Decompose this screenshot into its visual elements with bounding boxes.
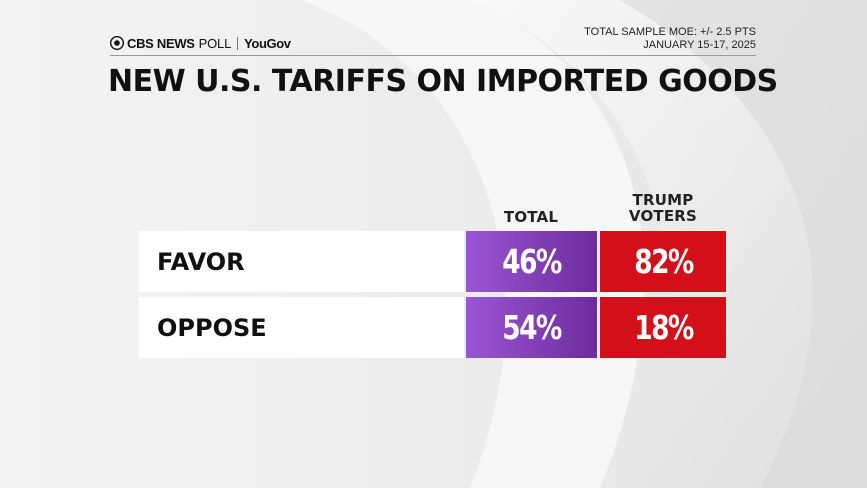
column-header-trump-voters: TRUMP VOTERS — [600, 192, 726, 224]
row-label-oppose: OPPOSE — [139, 297, 464, 358]
poll-meta: TOTAL SAMPLE MOE: +/- 2.5 PTS JANUARY 15… — [584, 26, 756, 52]
brand-yougov: YouGov — [244, 35, 291, 51]
brand-cbs-news: CBS NEWS — [127, 35, 195, 51]
cell-oppose-total: 54% — [466, 297, 597, 358]
brand-divider — [237, 36, 239, 50]
column-header-total: TOTAL — [466, 209, 596, 225]
value-favor-total: 46% — [502, 242, 562, 281]
column-header-total-line: TOTAL — [503, 208, 559, 226]
value-oppose-trump-voters: 18% — [633, 308, 694, 347]
cell-favor-trump-voters: 82% — [600, 231, 726, 292]
brand-poll: POLL — [198, 35, 232, 51]
cell-favor-total: 46% — [466, 231, 597, 292]
value-oppose-total: 54% — [502, 308, 562, 347]
header-divider — [110, 55, 756, 56]
row-label-favor: FAVOR — [139, 231, 464, 292]
poll-dates: JANUARY 15-17, 2025 — [643, 39, 756, 51]
column-header-trump-line-2: VOTERS — [628, 207, 698, 225]
cbs-eye-icon — [110, 36, 124, 50]
value-favor-trump-voters: 82% — [633, 242, 694, 281]
cell-oppose-trump-voters: 18% — [600, 297, 726, 358]
column-header-trump-line-1: TRUMP — [632, 191, 694, 209]
chart-title: NEW U.S. TARIFFS ON IMPORTED GOODS — [108, 64, 778, 99]
margin-of-error: TOTAL SAMPLE MOE: +/- 2.5 PTS — [584, 26, 756, 38]
brand-logo: CBS NEWS POLL YouGov — [110, 34, 291, 52]
